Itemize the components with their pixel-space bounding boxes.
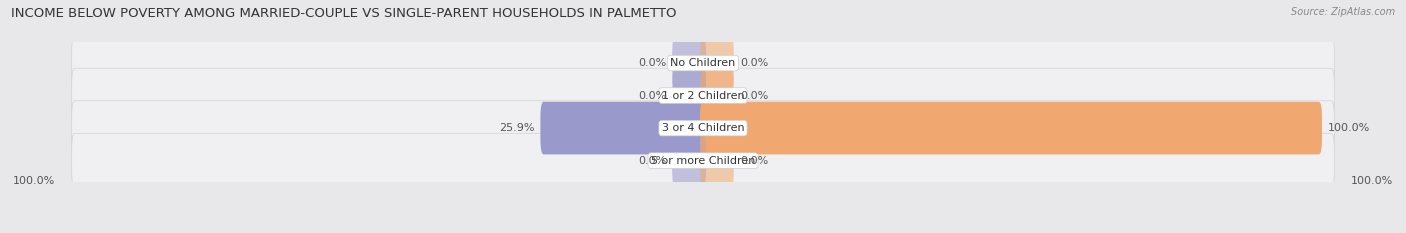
Text: 0.0%: 0.0% <box>740 58 768 68</box>
Text: 0.0%: 0.0% <box>638 91 666 101</box>
Text: 3 or 4 Children: 3 or 4 Children <box>662 123 744 133</box>
Text: No Children: No Children <box>671 58 735 68</box>
FancyBboxPatch shape <box>672 69 706 122</box>
Text: 25.9%: 25.9% <box>499 123 534 133</box>
FancyBboxPatch shape <box>672 37 706 89</box>
FancyBboxPatch shape <box>700 69 734 122</box>
FancyBboxPatch shape <box>72 36 1334 90</box>
Text: 100.0%: 100.0% <box>1329 123 1371 133</box>
Text: 0.0%: 0.0% <box>638 58 666 68</box>
Text: 0.0%: 0.0% <box>740 91 768 101</box>
FancyBboxPatch shape <box>72 133 1334 188</box>
Text: Source: ZipAtlas.com: Source: ZipAtlas.com <box>1291 7 1395 17</box>
Text: 100.0%: 100.0% <box>13 176 55 186</box>
Text: 5 or more Children: 5 or more Children <box>651 156 755 166</box>
Text: 0.0%: 0.0% <box>638 156 666 166</box>
FancyBboxPatch shape <box>540 102 706 154</box>
FancyBboxPatch shape <box>700 102 1322 154</box>
Text: 1 or 2 Children: 1 or 2 Children <box>662 91 744 101</box>
Text: INCOME BELOW POVERTY AMONG MARRIED-COUPLE VS SINGLE-PARENT HOUSEHOLDS IN PALMETT: INCOME BELOW POVERTY AMONG MARRIED-COUPL… <box>11 7 676 20</box>
FancyBboxPatch shape <box>72 101 1334 155</box>
Text: 100.0%: 100.0% <box>1351 176 1393 186</box>
FancyBboxPatch shape <box>700 37 734 89</box>
FancyBboxPatch shape <box>672 134 706 187</box>
Text: 0.0%: 0.0% <box>740 156 768 166</box>
FancyBboxPatch shape <box>700 134 734 187</box>
FancyBboxPatch shape <box>72 68 1334 123</box>
